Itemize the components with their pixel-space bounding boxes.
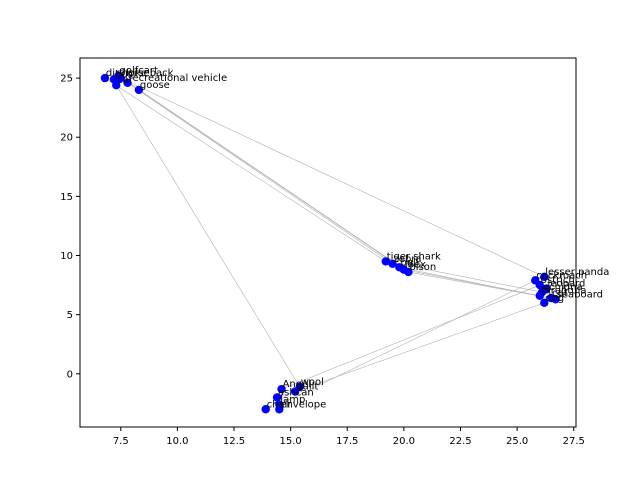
point-label: ibex [405, 260, 426, 271]
data-point [535, 291, 544, 300]
data-point [540, 298, 549, 308]
point-label: ashcan [278, 387, 314, 398]
point-label: lesser panda [545, 267, 609, 278]
data-point [116, 73, 125, 83]
x-tick-label: 15.0 [279, 436, 301, 447]
labels-layer: dirt bikegolfcarthorsebackbusrecreationa… [106, 66, 609, 411]
plot-frame [79, 57, 577, 428]
point-label: lamp [280, 395, 305, 406]
point-label: Angel [283, 379, 311, 390]
point-label: golfcart [120, 66, 159, 77]
data-point [540, 272, 549, 281]
edge-line [279, 280, 536, 405]
point-label: cockroach [536, 270, 587, 281]
point-label: wool [301, 377, 324, 388]
data-point [261, 405, 270, 414]
x-tick-label: 27.5 [563, 436, 585, 447]
data-point [404, 267, 413, 277]
point-label: dirt bike [106, 68, 147, 79]
data-point [535, 280, 544, 290]
point-label: zebra [394, 254, 422, 265]
y-tick-label: 15 [60, 192, 73, 203]
data-point [277, 384, 286, 394]
x-axis: 7.5 10.0 12.5 15.0 17.5 20.0 22.5 25.0 27.5 [113, 427, 585, 447]
data-point [112, 81, 121, 90]
point-label: horseback [122, 68, 174, 79]
data-point [388, 259, 397, 268]
edge-line [115, 85, 300, 387]
point-label: ostrich [541, 275, 575, 286]
x-tick-label: 7.5 [113, 436, 129, 447]
y-axis: 0 5 10 15 20 25 [60, 74, 80, 380]
point-label: bus [115, 69, 133, 80]
data-point [551, 295, 560, 304]
edge-line [138, 89, 405, 270]
x-tick-label: 10.0 [166, 436, 188, 447]
point-label: quilt [296, 382, 318, 393]
x-tick-label: 12.5 [223, 436, 245, 447]
point-label: bull [400, 257, 418, 268]
data-point [134, 85, 144, 95]
point-label: envelope [280, 399, 326, 410]
y-tick-label: 25 [60, 74, 73, 85]
point-label: dog [545, 293, 564, 304]
edge-line [281, 284, 540, 390]
point-label: seaboard [557, 289, 603, 300]
y-tick-label: 10 [60, 251, 73, 262]
points-layer [100, 71, 560, 414]
data-point [272, 393, 282, 402]
point-label: leopard [548, 279, 586, 290]
edge-line [295, 302, 545, 392]
data-point [290, 387, 300, 396]
point-label: goose [140, 80, 170, 91]
y-tick-label: 20 [60, 133, 73, 144]
data-point [100, 73, 110, 83]
edge-line [385, 261, 543, 293]
edge-line [104, 77, 386, 262]
point-label: echidna [543, 282, 583, 293]
data-point [381, 257, 390, 266]
edge-line [127, 82, 393, 265]
x-tick-label: 17.5 [336, 436, 358, 447]
edges-layer [104, 75, 556, 410]
data-point [123, 78, 132, 88]
point-label: chair [267, 399, 293, 410]
edge-line [408, 271, 552, 299]
point-label: car [117, 75, 134, 86]
edge-line [403, 269, 540, 297]
x-tick-label: 20.0 [393, 436, 415, 447]
point-label: cat [552, 288, 568, 299]
point-label: tarantula [541, 286, 587, 297]
edge-line [118, 75, 409, 273]
x-tick-label: 22.5 [449, 436, 471, 447]
point-label: recreational vehicle [129, 73, 228, 84]
y-tick-label: 0 [67, 369, 73, 380]
x-tick-label: 25.0 [506, 436, 528, 447]
y-tick-label: 5 [67, 310, 73, 321]
point-label: tiger shark [387, 251, 441, 262]
point-label: bison [409, 262, 436, 273]
data-point [275, 405, 284, 414]
edge-line [120, 77, 545, 278]
